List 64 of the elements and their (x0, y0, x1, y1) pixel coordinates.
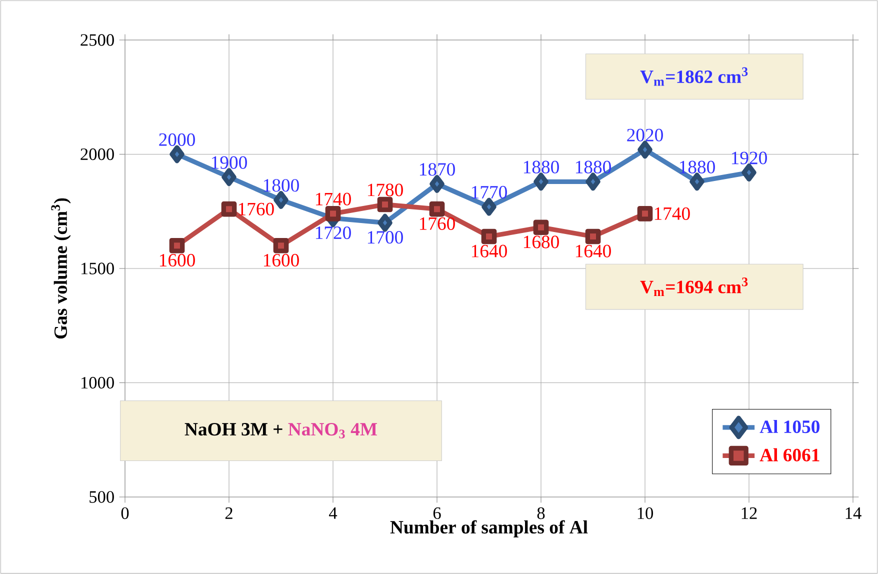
point (221, 201, 237, 217)
data-label: 1880 (524, 160, 559, 174)
x-tick-label: 2 (225, 507, 232, 519)
annotation: NaNO$_{3}$ 4M (288, 423, 378, 438)
point (169, 238, 185, 254)
data-label: 1800 (264, 179, 299, 192)
point (638, 140, 652, 159)
data-label: 1600 (160, 254, 195, 267)
data-label: 1900 (212, 156, 247, 169)
legend-label: Al 6061 (760, 448, 820, 462)
point (534, 172, 548, 191)
point (325, 206, 341, 222)
point (378, 214, 392, 232)
x-axis-title: Number of samples of Al (390, 520, 588, 538)
data-label: 1760 (238, 202, 274, 216)
data-label: 1680 (524, 236, 559, 248)
point (690, 172, 704, 191)
data-label: 1740 (316, 192, 351, 206)
point (742, 164, 756, 182)
x-tick-label: 6 (433, 507, 441, 520)
point (481, 228, 497, 244)
point (222, 168, 236, 186)
point (274, 190, 288, 209)
point (377, 196, 393, 212)
data-label: 1880 (576, 160, 611, 174)
point (273, 238, 289, 254)
y-tick-label: 2500 (80, 34, 114, 46)
data-label: 1600 (264, 254, 299, 267)
x-tick-label: 4 (329, 507, 338, 519)
y-tick-label: 1500 (81, 262, 114, 274)
annotation: V$_{m}$=1694 cm$^{3}$ (640, 278, 748, 296)
point (637, 206, 653, 222)
x-tick-label: 8 (537, 507, 545, 520)
annotation: NaOH 3M + (184, 423, 282, 436)
data-label: 1760 (420, 217, 455, 230)
data-label: 1740 (654, 207, 690, 220)
data-label: 1640 (472, 244, 507, 258)
point (430, 174, 444, 193)
x-tick-label: 10 (638, 507, 654, 520)
x-tick-label: 14 (846, 507, 862, 519)
point (170, 145, 184, 164)
x-tick-label: 0 (121, 507, 129, 520)
data-label: 2020 (627, 128, 663, 142)
y-axis-title: Gas volume (cm$^{3}$) (51, 198, 71, 339)
legend-label: Al 1050 (760, 420, 820, 434)
data-label: 1780 (368, 184, 403, 196)
point (585, 228, 601, 244)
point (482, 198, 496, 216)
data-label: 1700 (368, 231, 403, 244)
x-tick-label: 12 (742, 507, 757, 519)
y-tick-label: 500 (90, 491, 114, 503)
point (586, 172, 600, 191)
point (429, 201, 445, 217)
data-label: 1720 (316, 226, 351, 240)
data-label: 1640 (576, 244, 611, 258)
point (533, 220, 549, 236)
data-label: 2000 (159, 133, 195, 146)
data-label: 1770 (472, 186, 507, 199)
data-label: 1920 (732, 152, 767, 164)
y-tick-label: 2000 (80, 148, 114, 160)
y-tick-label: 1000 (81, 376, 114, 389)
data-label: 1870 (420, 163, 455, 176)
annotation: V$_{m}$=1862 cm$^{3}$ (640, 67, 748, 86)
data-label: 1880 (680, 160, 715, 174)
